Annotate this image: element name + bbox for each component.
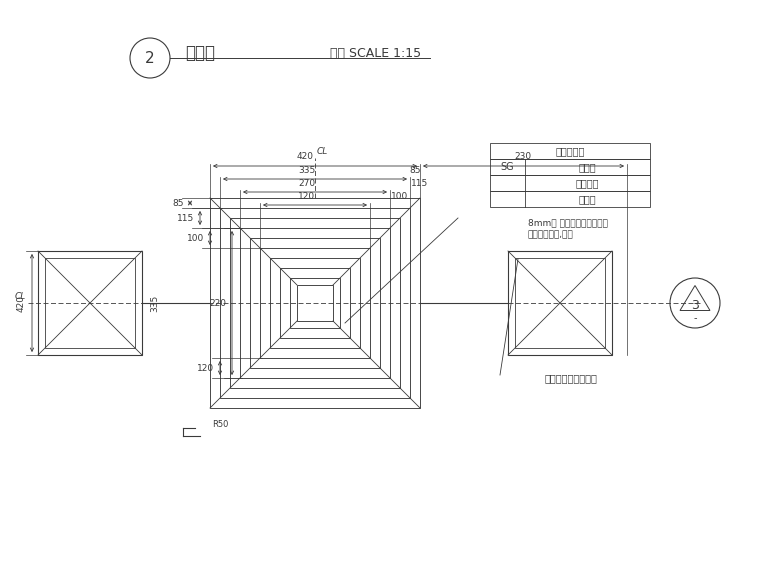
Bar [260, 248, 370, 358]
Text: 比例 SCALE 1:15: 比例 SCALE 1:15 [330, 46, 421, 59]
Bar [250, 238, 380, 368]
Bar [220, 208, 410, 398]
Text: 270: 270 [299, 179, 315, 188]
Text: 115: 115 [177, 213, 194, 222]
Bar [270, 258, 360, 348]
Bar [508, 251, 612, 355]
Text: SG: SG [501, 162, 515, 172]
Text: 灯具由专业厂家提供: 灯具由专业厂家提供 [545, 373, 598, 383]
Text: -: - [693, 313, 697, 323]
Bar [230, 218, 400, 388]
Bar [490, 143, 650, 159]
Text: 平面图: 平面图 [185, 44, 215, 62]
Text: 220: 220 [209, 299, 226, 308]
Bar [297, 285, 333, 321]
Text: CL: CL [14, 292, 26, 301]
Text: 细荔枝面: 细荔枝面 [576, 178, 599, 188]
Bar [515, 258, 605, 348]
Text: 花岗石: 花岗石 [578, 162, 597, 172]
Text: 120: 120 [197, 363, 214, 373]
Bar [490, 191, 650, 207]
Text: 85: 85 [173, 199, 184, 208]
Bar [490, 159, 650, 175]
Text: 黄金麻: 黄金麻 [578, 194, 597, 204]
Text: 120: 120 [299, 192, 315, 201]
Text: R50: R50 [212, 420, 228, 429]
Bar [280, 268, 350, 338]
Text: 335: 335 [150, 295, 159, 312]
Text: 100: 100 [391, 192, 409, 201]
Text: 115: 115 [411, 179, 429, 188]
Text: 85: 85 [409, 166, 421, 175]
Text: 230: 230 [515, 152, 531, 161]
Bar [38, 251, 142, 355]
Text: 8mm厚 热镀锌防腐处理方通: 8mm厚 热镀锌防腐处理方通 [528, 219, 608, 228]
Bar [240, 228, 390, 378]
Text: 静电粉末喷涂,黑色: 静电粉末喷涂,黑色 [528, 230, 574, 239]
Text: 420: 420 [296, 152, 314, 161]
Text: 335: 335 [299, 166, 315, 175]
Text: 420: 420 [17, 295, 26, 312]
Text: CL: CL [317, 147, 328, 156]
Bar [210, 198, 420, 408]
Text: 2: 2 [145, 51, 155, 65]
Bar [45, 258, 135, 348]
Bar [490, 175, 650, 191]
Text: 3: 3 [691, 299, 699, 312]
Text: 100: 100 [187, 233, 204, 242]
Text: 按尺寸切割: 按尺寸切割 [556, 146, 584, 156]
Bar [290, 278, 340, 328]
